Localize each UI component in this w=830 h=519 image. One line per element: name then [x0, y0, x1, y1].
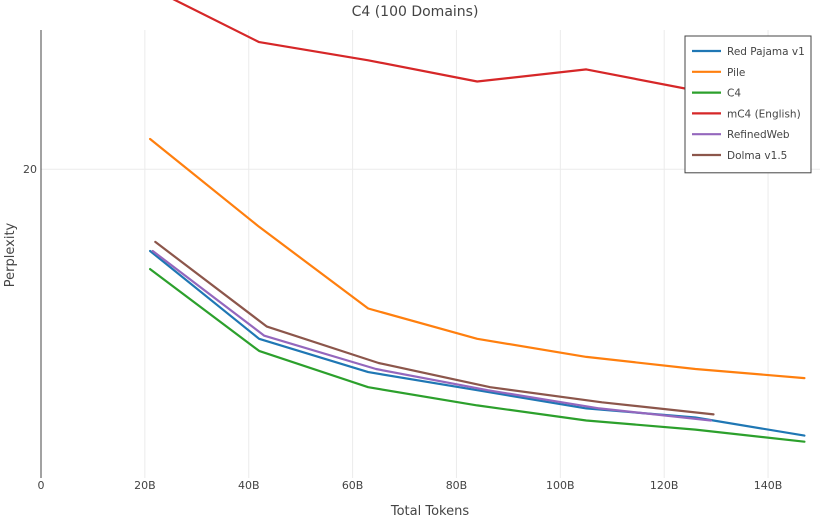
series-line-c4[interactable]: [149, 268, 806, 443]
legend-item[interactable]: Red Pajama v1: [692, 46, 805, 58]
legend-box: [684, 35, 812, 174]
legend-item[interactable]: Pile: [692, 67, 745, 79]
series-line-refinedweb[interactable]: [151, 249, 713, 422]
legend-item[interactable]: Dolma v1.5: [692, 150, 787, 162]
y-tick-label: 20: [23, 163, 37, 176]
x-tick-label: 20B: [134, 479, 156, 492]
legend-label: Dolma v1.5: [727, 150, 787, 162]
legend-label: Pile: [727, 67, 745, 79]
legend-item[interactable]: mC4 (English): [692, 108, 801, 120]
x-tick-label: 120B: [650, 479, 679, 492]
x-tick-label: 100B: [546, 479, 575, 492]
axes: 0 20B 40B 60B 80B 100B 120B 140B 20: [23, 30, 782, 492]
legend-item[interactable]: C4: [692, 88, 741, 100]
legend[interactable]: Red Pajama v1 Pile C4 mC4 (English) RefinedW…: [684, 35, 812, 174]
legend-label: Red Pajama v1: [727, 46, 805, 58]
x-tick-label: 0: [38, 479, 45, 492]
chart-title: C4 (100 Domains): [352, 4, 479, 20]
series-line-red-pajama-v1[interactable]: [149, 249, 806, 437]
legend-label: mC4 (English): [727, 108, 801, 120]
series-line-pile[interactable]: [149, 137, 806, 380]
x-axis-label: Total Tokens: [390, 504, 469, 519]
legend-label: RefinedWeb: [727, 129, 790, 141]
x-tick-label: 40B: [238, 479, 260, 492]
x-tick-label: 60B: [342, 479, 364, 492]
series-line-dolma-v1-5[interactable]: [154, 240, 715, 416]
legend-item[interactable]: RefinedWeb: [692, 129, 790, 141]
x-tick-label: 80B: [446, 479, 468, 492]
legend-label: C4: [727, 88, 741, 100]
x-tick-label: 140B: [754, 479, 783, 492]
y-axis-label: Perplexity: [3, 222, 18, 287]
